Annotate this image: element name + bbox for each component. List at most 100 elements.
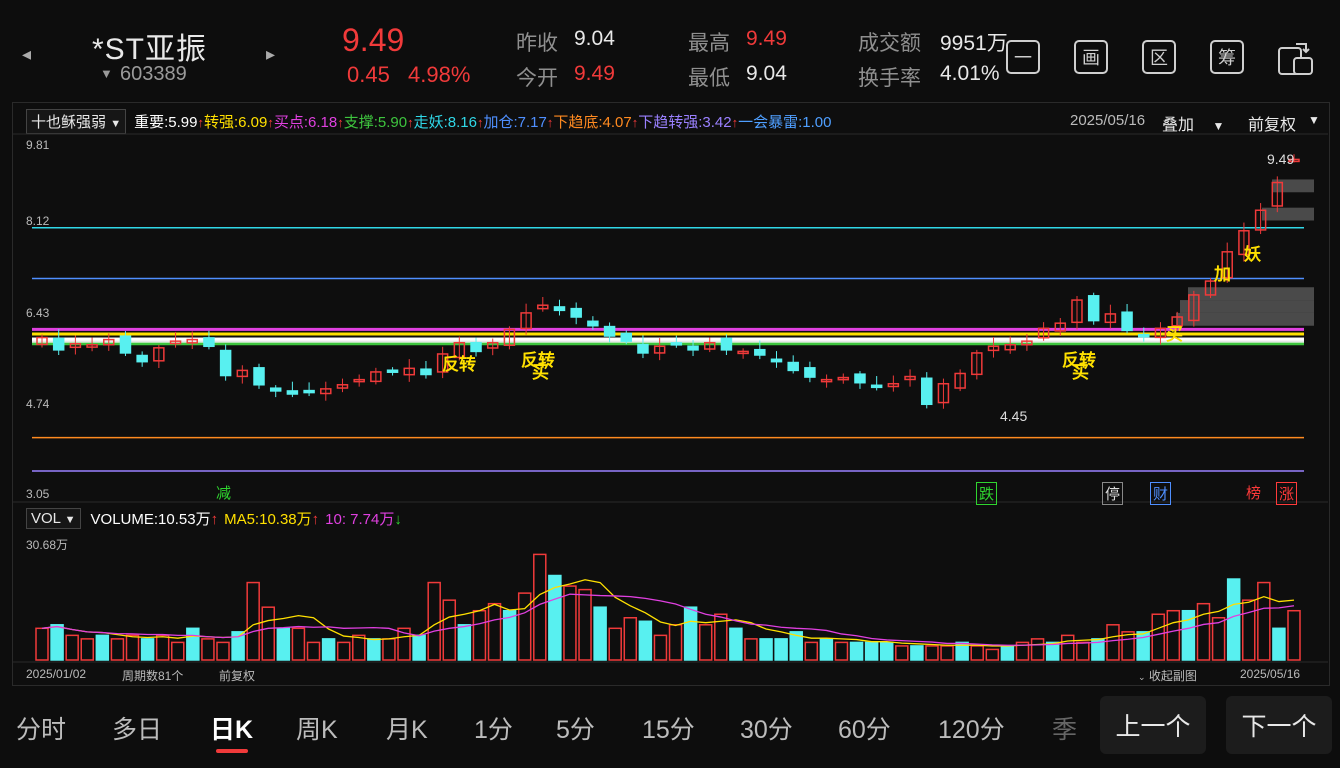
collapse-subchart-button[interactable]: ⌄ 收起副图 — [1138, 667, 1197, 684]
tab-weekly[interactable]: 周K — [296, 716, 338, 744]
adjust-selector[interactable]: 前复权 — [1248, 117, 1297, 134]
volume-bar — [397, 627, 411, 661]
volume-bar — [261, 606, 276, 661]
volume-bar — [140, 638, 155, 661]
candle-body — [937, 382, 950, 404]
candle-body — [1004, 343, 1016, 351]
event-marker[interactable]: 涨 — [1276, 482, 1298, 505]
kline-panel[interactable] — [12, 102, 1330, 686]
indicator-bar: 十也稣强弱 ▼ 重要:5.99↑转强:6.09↑买点:6.18↑支撑:5.90↑… — [26, 109, 831, 134]
quote-header: ◂ ▸ *ST亚振 ▼ 603389 9.49 0.45 4.98% 昨收 9.… — [0, 0, 1340, 100]
candle-body — [687, 345, 699, 351]
candle-body — [854, 373, 866, 384]
up-arrow-icon: ↑ — [546, 115, 554, 130]
tab-120min[interactable]: 120分 — [938, 716, 1005, 744]
line-tool-icon[interactable]: 一 — [1006, 40, 1040, 74]
price-axis-label: 4.74 — [26, 397, 50, 411]
indicator-item: 重要:5.99 — [134, 114, 198, 131]
buy-signal: 买 — [1072, 363, 1089, 382]
volume-bar — [910, 645, 924, 661]
volume-selector[interactable]: VOL ▼ — [26, 508, 81, 529]
tab-5min[interactable]: 5分 — [556, 716, 595, 744]
volume-bar — [50, 624, 64, 661]
up-arrow-icon: ↑ — [311, 511, 320, 528]
candle-body — [587, 320, 599, 327]
tab-60min[interactable]: 60分 — [838, 716, 891, 744]
indicator-item: 一会暴雷:1.00 — [738, 114, 832, 131]
candle-body — [754, 348, 766, 356]
volume-bar — [578, 588, 592, 661]
dropdown-caret-icon: ▼ — [1212, 119, 1225, 133]
event-marker[interactable]: 减 — [216, 485, 232, 502]
tab-30min[interactable]: 30分 — [740, 716, 793, 744]
volume-bar — [759, 638, 773, 661]
overlay-selector[interactable]: 叠加 ▼ — [1162, 111, 1224, 135]
dropdown-caret-icon[interactable]: ▼ — [1308, 113, 1320, 127]
candle-body — [269, 387, 282, 392]
volume-bar — [744, 638, 758, 661]
indicator-name: 十也稣强弱 — [31, 114, 107, 131]
candle-body — [103, 338, 115, 346]
candle-body — [1138, 333, 1150, 338]
price-change: 0.45 — [347, 62, 390, 87]
candle-body — [420, 368, 432, 376]
candle-body — [470, 341, 482, 353]
tab-quarter[interactable]: 季 — [1052, 716, 1078, 744]
next-stock-button[interactable]: 下一个 — [1226, 696, 1332, 754]
tab-15min[interactable]: 15分 — [642, 716, 695, 744]
volume-bar — [35, 627, 49, 661]
up-arrow-icon: ↑ — [337, 115, 344, 130]
candle-body — [286, 390, 299, 395]
candle-body — [503, 328, 516, 346]
tab-monthly[interactable]: 月K — [386, 716, 428, 744]
candle-body — [370, 371, 382, 383]
volume-profile-block — [1176, 312, 1314, 326]
candle-body — [1154, 327, 1167, 339]
prev-stock-arrow-icon[interactable]: ◂ — [22, 44, 32, 64]
event-marker[interactable]: 财 — [1150, 482, 1172, 505]
volume-bar — [110, 638, 125, 661]
stock-name[interactable]: *ST亚振 — [92, 33, 208, 66]
volume-bar — [940, 645, 954, 661]
chip-tool-icon[interactable]: 筹 — [1210, 40, 1244, 74]
candle-body — [1271, 181, 1284, 207]
reversal-signal: 反转 — [521, 351, 555, 370]
tab-minute[interactable]: 分时 — [16, 716, 67, 744]
volume-bar — [864, 641, 879, 661]
ma10-value: 10: 7.74万↓ — [325, 508, 402, 529]
next-stock-arrow-icon[interactable]: ▸ — [266, 44, 276, 64]
candle-body — [603, 325, 616, 337]
candle-body — [870, 384, 883, 389]
candle-body — [186, 338, 198, 344]
prev-stock-button[interactable]: 上一个 — [1100, 696, 1206, 754]
volume-bar — [1211, 617, 1226, 661]
indicator-selector[interactable]: 十也稣强弱 ▼ — [26, 109, 127, 134]
indicator-item: 转强:6.09 — [203, 114, 268, 131]
volume-bar — [1060, 634, 1075, 661]
event-marker[interactable]: 停 — [1102, 482, 1124, 505]
candle-body — [169, 340, 182, 345]
candle-body — [720, 337, 733, 351]
candle-body — [1037, 327, 1050, 339]
tab-1min[interactable]: 1分 — [474, 716, 513, 744]
volume-bar — [382, 638, 396, 661]
candle-body — [253, 367, 265, 386]
range-tool-icon[interactable]: 区 — [1142, 40, 1176, 74]
tab-multi-day[interactable]: 多日 — [112, 716, 163, 744]
price-change-pct: 4.98% — [408, 62, 471, 87]
candle-body — [553, 306, 566, 312]
rotate-screen-icon[interactable] — [1276, 40, 1314, 76]
event-marker[interactable]: 榜 — [1246, 485, 1262, 502]
volume-bar — [668, 624, 683, 661]
volume-bar — [1287, 609, 1301, 661]
volume-bar — [729, 627, 743, 661]
event-marker[interactable]: 跌 — [976, 482, 998, 505]
volume-bar — [517, 592, 532, 661]
tab-daily[interactable]: 日K — [210, 716, 254, 744]
volume-bar — [352, 634, 366, 661]
candle-body — [203, 337, 215, 348]
candle-body — [1188, 294, 1200, 322]
dropdown-caret-icon[interactable]: ▼ — [100, 66, 113, 81]
draw-tool-icon[interactable]: 画 — [1074, 40, 1108, 74]
